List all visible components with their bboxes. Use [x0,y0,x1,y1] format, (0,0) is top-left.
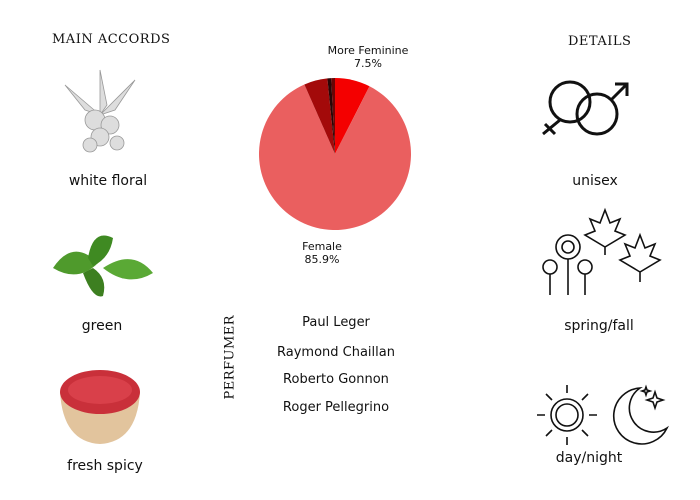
accord-label: white floral [68,173,148,189]
gender-symbols-icon [542,80,629,136]
details-heading: DETAILS [568,34,632,49]
slice-name: Female [302,240,342,253]
accord-label: fresh spicy [67,458,143,474]
detail-label: unisex [572,173,618,189]
perfumer-name: Paul Leger [302,315,370,330]
main-accords-heading: MAIN ACCORDS [52,32,171,47]
detail-label: spring/fall [564,318,634,334]
slice-value: 85.9% [304,253,340,266]
basil-leaf-icon [53,235,153,297]
flowers-and-leaves-icon [542,207,662,295]
sun-and-moon-icon [537,384,669,445]
pie-slice [304,78,335,154]
pie-label-more-feminine: More Feminine 7.5% [318,44,418,70]
accord-label: green [81,318,123,334]
perfumer-name: Raymond Chaillan [277,345,395,360]
pie-slice [331,78,335,154]
perfumer-name: Roberto Gonnon [283,372,389,387]
pie-slice [335,78,370,154]
detail-label: day/night [555,450,623,466]
white-flower-icon [64,69,136,153]
pie-slice [327,78,335,154]
slice-value: 7.5% [354,57,382,70]
gender-pie-chart [259,78,411,231]
pie-slice [259,84,411,231]
pie-label-female: Female 85.9% [300,240,344,266]
perfumer-name: Roger Pellegrino [282,400,390,415]
slice-name: More Feminine [327,44,409,57]
pink-pepper-bowl-icon [60,370,140,444]
